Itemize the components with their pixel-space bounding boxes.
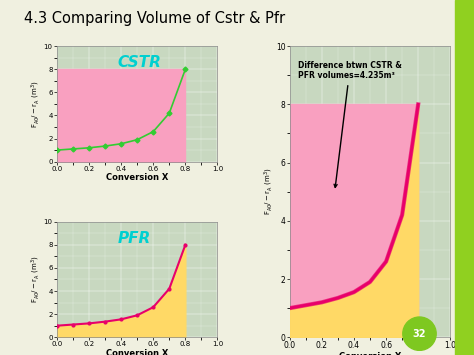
Y-axis label: $\mathregular{F_{A0}/-r_A}$ (m$^3$): $\mathregular{F_{A0}/-r_A}$ (m$^3$) (30, 256, 42, 303)
X-axis label: Conversion X: Conversion X (106, 349, 168, 355)
X-axis label: Conversion X: Conversion X (106, 173, 168, 182)
Y-axis label: $\mathregular{F_{A0}/-r_A}$ (m$^3$): $\mathregular{F_{A0}/-r_A}$ (m$^3$) (262, 168, 274, 215)
Text: Difference btwn CSTR &
PFR volumes=4.235m³: Difference btwn CSTR & PFR volumes=4.235… (298, 61, 401, 187)
Text: PFR: PFR (118, 231, 151, 246)
Text: 32: 32 (413, 329, 426, 339)
Text: CSTR: CSTR (118, 55, 162, 70)
Circle shape (403, 317, 436, 350)
Y-axis label: $\mathregular{F_{A0}/-r_A}$ (m$^3$): $\mathregular{F_{A0}/-r_A}$ (m$^3$) (30, 80, 42, 128)
X-axis label: Conversion X: Conversion X (339, 352, 401, 355)
Text: 4.3 Comparing Volume of Cstr & Pfr: 4.3 Comparing Volume of Cstr & Pfr (24, 11, 285, 26)
